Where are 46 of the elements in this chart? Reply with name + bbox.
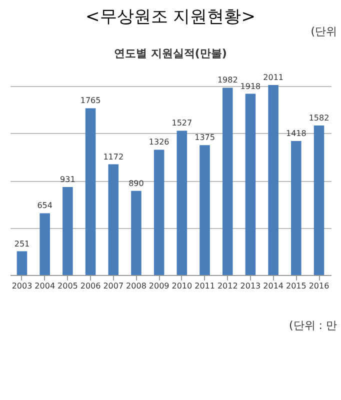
bar [245, 94, 256, 275]
data-label: 1918 [240, 82, 261, 91]
x-tick-label: 2006 [80, 282, 101, 290]
x-tick-label: 2009 [148, 282, 170, 290]
bar [40, 213, 50, 275]
bar [176, 130, 188, 275]
bar [108, 164, 119, 275]
chart-title: <무상원조 지원현황> [86, 7, 256, 27]
bar [85, 108, 96, 275]
x-tick-label: 2010 [172, 282, 192, 290]
x-tick-label: 2013 [240, 282, 261, 290]
bar [16, 251, 28, 275]
bar [154, 150, 164, 275]
x-tick-label: 2004 [34, 282, 56, 290]
text: (단위 : 만 [289, 318, 337, 333]
x-tick-label: 2015 [286, 282, 306, 290]
x-tick-label: 2011 [194, 282, 215, 290]
data-label: 890 [128, 178, 144, 188]
data-label: 2011 [263, 73, 284, 82]
x-tick-label: 2005 [58, 282, 78, 290]
chart-subtitle: 연도별 지원실적(만불) [114, 47, 227, 60]
bar [268, 85, 278, 275]
data-label: 1582 [308, 114, 330, 123]
x-tick-label: 2016 [308, 282, 330, 290]
data-label: 1172 [103, 152, 124, 162]
data-label: 1982 [217, 76, 238, 85]
bar [291, 141, 302, 275]
x-tick-label: 2003 [12, 282, 32, 290]
bar [222, 88, 233, 275]
bar [62, 187, 73, 275]
bar [314, 126, 324, 275]
bar [200, 145, 210, 275]
data-label: 931 [60, 175, 76, 184]
text: (단위 [310, 24, 337, 39]
data-label: 251 [14, 239, 30, 248]
data-label: 1326 [148, 138, 170, 147]
x-tick-label: 2007 [103, 282, 124, 290]
x-tick-label: 2008 [126, 282, 146, 290]
x-tick-label: 2012 [217, 282, 238, 290]
x-tick-label: 2014 [263, 282, 284, 290]
data-label: 1765 [80, 96, 101, 106]
data-label: 1527 [172, 118, 192, 128]
data-label: 1418 [286, 129, 306, 138]
data-label: 1375 [194, 133, 215, 142]
data-label: 654 [37, 201, 52, 210]
bar [131, 190, 142, 275]
